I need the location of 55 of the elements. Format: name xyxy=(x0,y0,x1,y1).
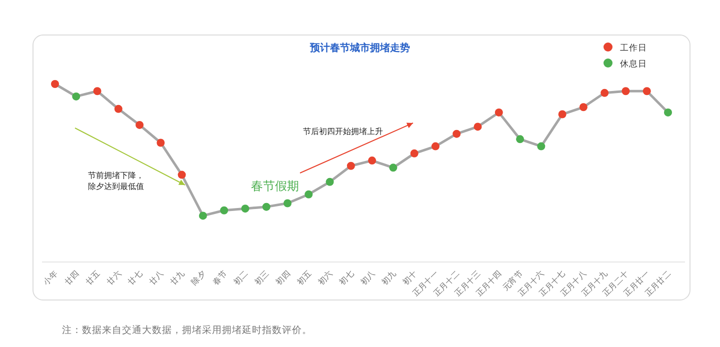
legend-label: 休息日 xyxy=(620,58,647,68)
point xyxy=(114,104,122,113)
x-tick-label: 廿九 xyxy=(168,269,186,287)
point xyxy=(474,122,482,131)
x-tick-label: 初三 xyxy=(253,269,271,287)
point xyxy=(178,170,186,179)
x-tick-label: 初二 xyxy=(232,269,250,287)
x-tick-label: 初十 xyxy=(401,269,419,287)
x-tick-label: 廿七 xyxy=(126,269,144,287)
point xyxy=(494,108,503,116)
point xyxy=(431,142,440,150)
point xyxy=(452,130,461,138)
point xyxy=(284,199,292,208)
annotation: 春节假期 xyxy=(251,179,299,193)
x-tick-label: 初四 xyxy=(274,269,292,287)
legend-label: 工作日 xyxy=(620,42,647,52)
point xyxy=(198,212,207,220)
x-tick-label: 廿四 xyxy=(62,269,81,287)
x-tick-label: 廿五 xyxy=(84,269,102,287)
point xyxy=(389,164,398,172)
x-tick-label: 初七 xyxy=(338,269,356,287)
point xyxy=(622,87,630,96)
x-tick-label: 初六 xyxy=(316,269,334,287)
point xyxy=(72,92,80,100)
point xyxy=(600,88,609,97)
x-tick-label: 初八 xyxy=(358,269,376,287)
point xyxy=(368,156,376,165)
point xyxy=(136,120,144,129)
chart-title: 预计春节城市拥堵走势 xyxy=(309,42,410,54)
point xyxy=(220,206,228,214)
point xyxy=(410,149,418,158)
point xyxy=(93,87,102,96)
x-tick-label: 初九 xyxy=(380,269,398,287)
point xyxy=(262,202,270,211)
annotation: 节后初四开始拥堵上升 xyxy=(303,127,383,136)
point xyxy=(304,190,313,198)
point xyxy=(537,142,546,150)
x-tick-label: 小年 xyxy=(42,269,60,287)
point xyxy=(664,108,672,116)
point xyxy=(156,138,165,147)
point xyxy=(241,204,250,213)
point xyxy=(579,103,588,112)
x-tick-label: 春节 xyxy=(210,269,229,287)
point xyxy=(346,162,355,170)
point xyxy=(51,80,59,88)
text: 注：数据来自交通大数据，拥堵采用拥堵延时指数评价。 xyxy=(62,324,312,336)
point xyxy=(516,135,524,144)
point xyxy=(642,87,651,96)
annotation: 节前拥堵下降，除夕达到最低值 xyxy=(88,171,144,191)
point xyxy=(558,110,566,118)
x-tick-label: 廿六 xyxy=(105,269,123,287)
x-tick-label: 廿八 xyxy=(147,269,166,287)
x-tick-label: 除夕 xyxy=(190,269,208,287)
point xyxy=(326,178,334,186)
x-tick-label: 初五 xyxy=(295,269,314,287)
